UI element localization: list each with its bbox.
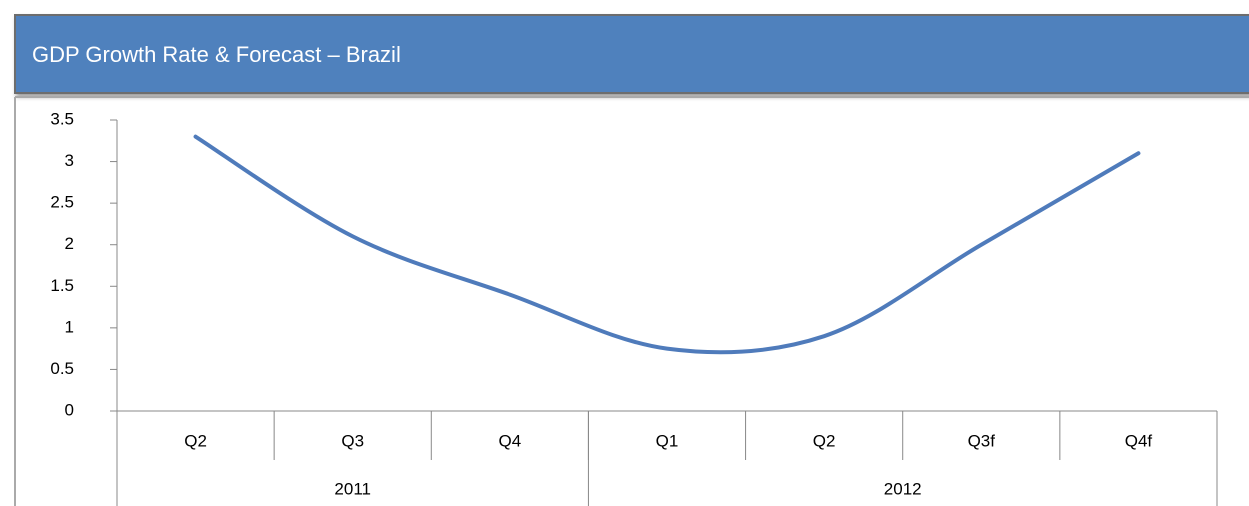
line-series <box>193 134 1141 355</box>
x-tick-label: Q4 <box>499 431 522 450</box>
chart-title: GDP Growth Rate & Forecast – Brazil <box>32 42 401 67</box>
x-tick-label: Q2 <box>813 431 836 450</box>
x-group-label: 2011 <box>334 479 371 498</box>
header-band <box>14 14 1249 94</box>
x-tick-label: Q2 <box>184 431 207 450</box>
x-tick-label: Q4f <box>1125 431 1153 450</box>
x-tick-label: Q1 <box>656 431 679 450</box>
x-tick-label: Q3f <box>968 431 996 450</box>
y-tick-label: 2 <box>65 234 74 253</box>
y-tick-label: 1 <box>65 317 74 336</box>
y-tick-label: 3 <box>65 151 74 170</box>
y-tick-label: 2.5 <box>50 193 74 212</box>
x-tick-label: Q3 <box>341 431 364 450</box>
y-tick-label: 3.5 <box>50 109 74 128</box>
y-tick-label: 0.5 <box>50 359 74 378</box>
y-tick-label: 0 <box>65 400 74 419</box>
x-group-label: 2012 <box>884 479 922 498</box>
y-tick-label: 1.5 <box>50 276 74 295</box>
